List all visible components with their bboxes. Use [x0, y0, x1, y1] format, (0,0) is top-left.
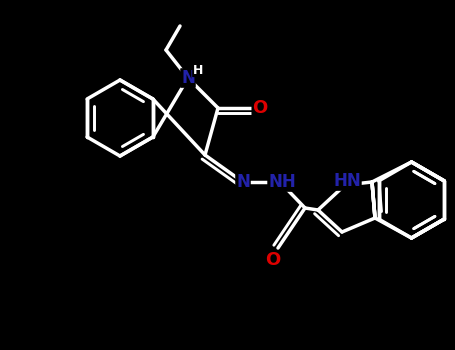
Text: O: O	[253, 99, 268, 117]
Text: N: N	[236, 173, 250, 191]
Text: H: H	[193, 63, 203, 77]
Text: NH: NH	[268, 173, 296, 191]
Text: N: N	[181, 69, 195, 87]
Text: O: O	[265, 251, 281, 269]
Text: HN: HN	[333, 172, 361, 190]
